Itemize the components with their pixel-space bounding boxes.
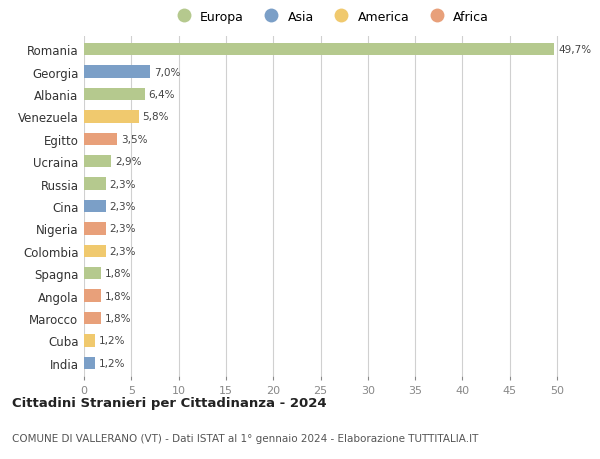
- Text: Cittadini Stranieri per Cittadinanza - 2024: Cittadini Stranieri per Cittadinanza - 2…: [12, 396, 326, 409]
- Text: 2,9%: 2,9%: [115, 157, 142, 167]
- Bar: [84, 156, 112, 168]
- Bar: [84, 201, 106, 213]
- Bar: [84, 245, 106, 257]
- Bar: [84, 357, 95, 369]
- Bar: [84, 111, 139, 123]
- Bar: [84, 268, 101, 280]
- Text: 1,8%: 1,8%: [105, 313, 131, 323]
- Text: 2,3%: 2,3%: [110, 246, 136, 256]
- Legend: Europa, Asia, America, Africa: Europa, Asia, America, Africa: [171, 11, 489, 24]
- Text: 1,2%: 1,2%: [99, 336, 125, 346]
- Text: 2,3%: 2,3%: [110, 224, 136, 234]
- Bar: [84, 134, 117, 146]
- Bar: [84, 67, 150, 78]
- Text: 49,7%: 49,7%: [558, 45, 591, 55]
- Text: 7,0%: 7,0%: [154, 67, 181, 78]
- Bar: [84, 44, 554, 56]
- Text: 1,2%: 1,2%: [99, 358, 125, 368]
- Bar: [84, 223, 106, 235]
- Bar: [84, 178, 106, 190]
- Bar: [84, 335, 95, 347]
- Bar: [84, 89, 145, 101]
- Text: 2,3%: 2,3%: [110, 202, 136, 212]
- Text: COMUNE DI VALLERANO (VT) - Dati ISTAT al 1° gennaio 2024 - Elaborazione TUTTITAL: COMUNE DI VALLERANO (VT) - Dati ISTAT al…: [12, 433, 478, 442]
- Bar: [84, 290, 101, 302]
- Text: 5,8%: 5,8%: [143, 112, 169, 122]
- Text: 2,3%: 2,3%: [110, 179, 136, 189]
- Bar: [84, 312, 101, 325]
- Text: 1,8%: 1,8%: [105, 291, 131, 301]
- Text: 1,8%: 1,8%: [105, 269, 131, 279]
- Text: 6,4%: 6,4%: [148, 90, 175, 100]
- Text: 3,5%: 3,5%: [121, 134, 148, 145]
